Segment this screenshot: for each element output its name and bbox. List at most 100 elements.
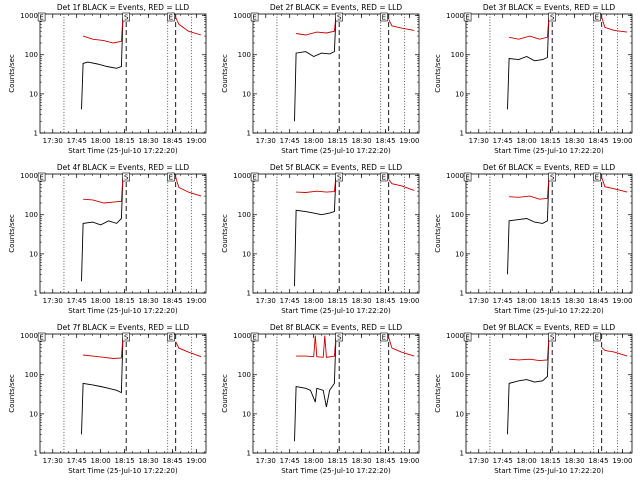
y-tick-label: 100 — [451, 51, 464, 59]
event-marker-label: E — [465, 14, 469, 22]
y-axis-label: Counts/sec — [221, 374, 229, 413]
x-tick-label: 17:45 — [67, 297, 87, 305]
x-tick-label: 18:45 — [375, 137, 395, 145]
lld-series-line — [82, 15, 124, 44]
event-marker-box — [548, 332, 556, 342]
lightcurve-chart: Det 9f BLACK = Events, RED = LLD Start Ti… — [434, 323, 633, 475]
event-marker-box — [250, 332, 259, 342]
y-axis-label: Counts/sec — [221, 214, 229, 253]
y-tick-label: 100 — [25, 211, 38, 219]
chart-title: Det 3f BLACK = Events, RED = LLD — [483, 3, 616, 12]
event-marker-label: E — [595, 174, 599, 182]
plot-frame — [465, 333, 633, 454]
x-tick-label: 19:00 — [186, 457, 206, 465]
event-marker-box — [335, 12, 343, 22]
lld-series-line — [601, 347, 628, 357]
event-marker-label: S — [337, 174, 342, 182]
chart-title: Det 5f BLACK = Events, RED = LLD — [270, 163, 403, 172]
lightcurve-chart: Det 3f BLACK = Events, RED = LLD Start Ti… — [434, 3, 633, 155]
x-tick-label: 17:45 — [280, 297, 300, 305]
y-tick-label: 1 — [247, 450, 251, 458]
events-series-line — [507, 15, 550, 110]
event-marker-box — [250, 172, 259, 182]
event-marker-box — [548, 172, 556, 182]
y-tick-label: 1 — [34, 450, 38, 458]
x-tick-label: 17:30 — [43, 297, 63, 305]
event-marker-label: E — [595, 334, 599, 342]
x-tick-label: 17:30 — [43, 137, 63, 145]
x-tick-label: 17:45 — [67, 457, 87, 465]
plot-frame — [252, 333, 420, 454]
x-tick-label: 18:00 — [517, 457, 537, 465]
y-tick-label: 10 — [29, 250, 38, 258]
event-marker-box — [380, 172, 388, 182]
x-axis-label: Start Time (25-Jul-10 17:22:20) — [494, 467, 604, 475]
x-axis-label: Start Time (25-Jul-10 17:22:20) — [494, 307, 604, 315]
x-tick-label: 19:00 — [399, 137, 419, 145]
y-tick-label: 1000 — [446, 332, 464, 340]
x-tick-label: 18:30 — [564, 457, 584, 465]
x-tick-label: 18:15 — [541, 457, 561, 465]
event-marker-label: S — [550, 334, 555, 342]
x-tick-label: 17:30 — [469, 297, 489, 305]
lld-series-line — [601, 17, 628, 33]
lld-series-line — [175, 17, 202, 36]
lld-series-line — [388, 179, 415, 191]
event-marker-box — [593, 172, 601, 182]
x-tick-label: 18:45 — [162, 137, 182, 145]
x-tick-label: 18:00 — [304, 137, 324, 145]
event-marker-label: E — [465, 174, 469, 182]
x-tick-label: 18:15 — [115, 297, 135, 305]
event-marker-label: E — [595, 14, 599, 22]
y-tick-label: 100 — [238, 211, 251, 219]
x-tick-label: 17:30 — [256, 457, 276, 465]
event-marker-label: E — [169, 174, 173, 182]
y-tick-label: 1 — [247, 130, 251, 138]
x-tick-label: 18:00 — [517, 297, 537, 305]
y-tick-label: 10 — [242, 250, 251, 258]
x-tick-label: 19:00 — [186, 137, 206, 145]
x-tick-label: 17:45 — [493, 297, 513, 305]
event-marker-box — [380, 12, 388, 22]
y-tick-label: 1 — [34, 130, 38, 138]
x-tick-label: 17:30 — [256, 297, 276, 305]
x-tick-label: 18:00 — [91, 137, 111, 145]
y-tick-label: 1000 — [20, 12, 38, 20]
x-tick-label: 18:15 — [328, 297, 348, 305]
x-tick-label: 18:45 — [375, 297, 395, 305]
y-axis-label: Counts/sec — [221, 54, 229, 93]
event-marker-label: E — [382, 174, 386, 182]
x-tick-label: 17:45 — [493, 137, 513, 145]
y-tick-label: 10 — [29, 410, 38, 418]
event-marker-box — [463, 332, 472, 342]
x-axis-label: Start Time (25-Jul-10 17:22:20) — [281, 307, 391, 315]
event-marker-label: S — [337, 334, 342, 342]
detector-panel: Det 5f BLACK = Events, RED = LLD Start Ti… — [213, 160, 426, 320]
lld-series-line — [175, 341, 202, 358]
y-tick-label: 1000 — [20, 172, 38, 180]
detector-panel: Det 3f BLACK = Events, RED = LLD Start Ti… — [426, 0, 639, 160]
y-tick-label: 100 — [238, 51, 251, 59]
event-marker-box — [548, 12, 556, 22]
y-axis-label: Counts/sec — [434, 54, 442, 93]
y-tick-label: 100 — [25, 371, 38, 379]
events-series-line — [294, 175, 337, 287]
event-marker-box — [335, 332, 343, 342]
chart-title: Det 9f BLACK = Events, RED = LLD — [483, 323, 616, 332]
x-axis-label: Start Time (25-Jul-10 17:22:20) — [494, 147, 604, 155]
x-tick-label: 18:15 — [328, 137, 348, 145]
y-tick-label: 1 — [34, 290, 38, 298]
x-tick-label: 18:15 — [541, 297, 561, 305]
x-tick-label: 18:30 — [564, 137, 584, 145]
event-marker-box — [593, 332, 601, 342]
y-axis-label: Counts/sec — [8, 374, 16, 413]
event-marker-label: S — [124, 334, 129, 342]
y-axis-label: Counts/sec — [8, 54, 16, 93]
x-tick-label: 18:45 — [162, 297, 182, 305]
lightcurve-chart: Det 2f BLACK = Events, RED = LLD Start Ti… — [221, 3, 420, 155]
x-tick-label: 17:45 — [493, 457, 513, 465]
x-axis-label: Start Time (25-Jul-10 17:22:20) — [281, 147, 391, 155]
y-tick-label: 1000 — [446, 12, 464, 20]
y-tick-label: 1 — [460, 130, 464, 138]
